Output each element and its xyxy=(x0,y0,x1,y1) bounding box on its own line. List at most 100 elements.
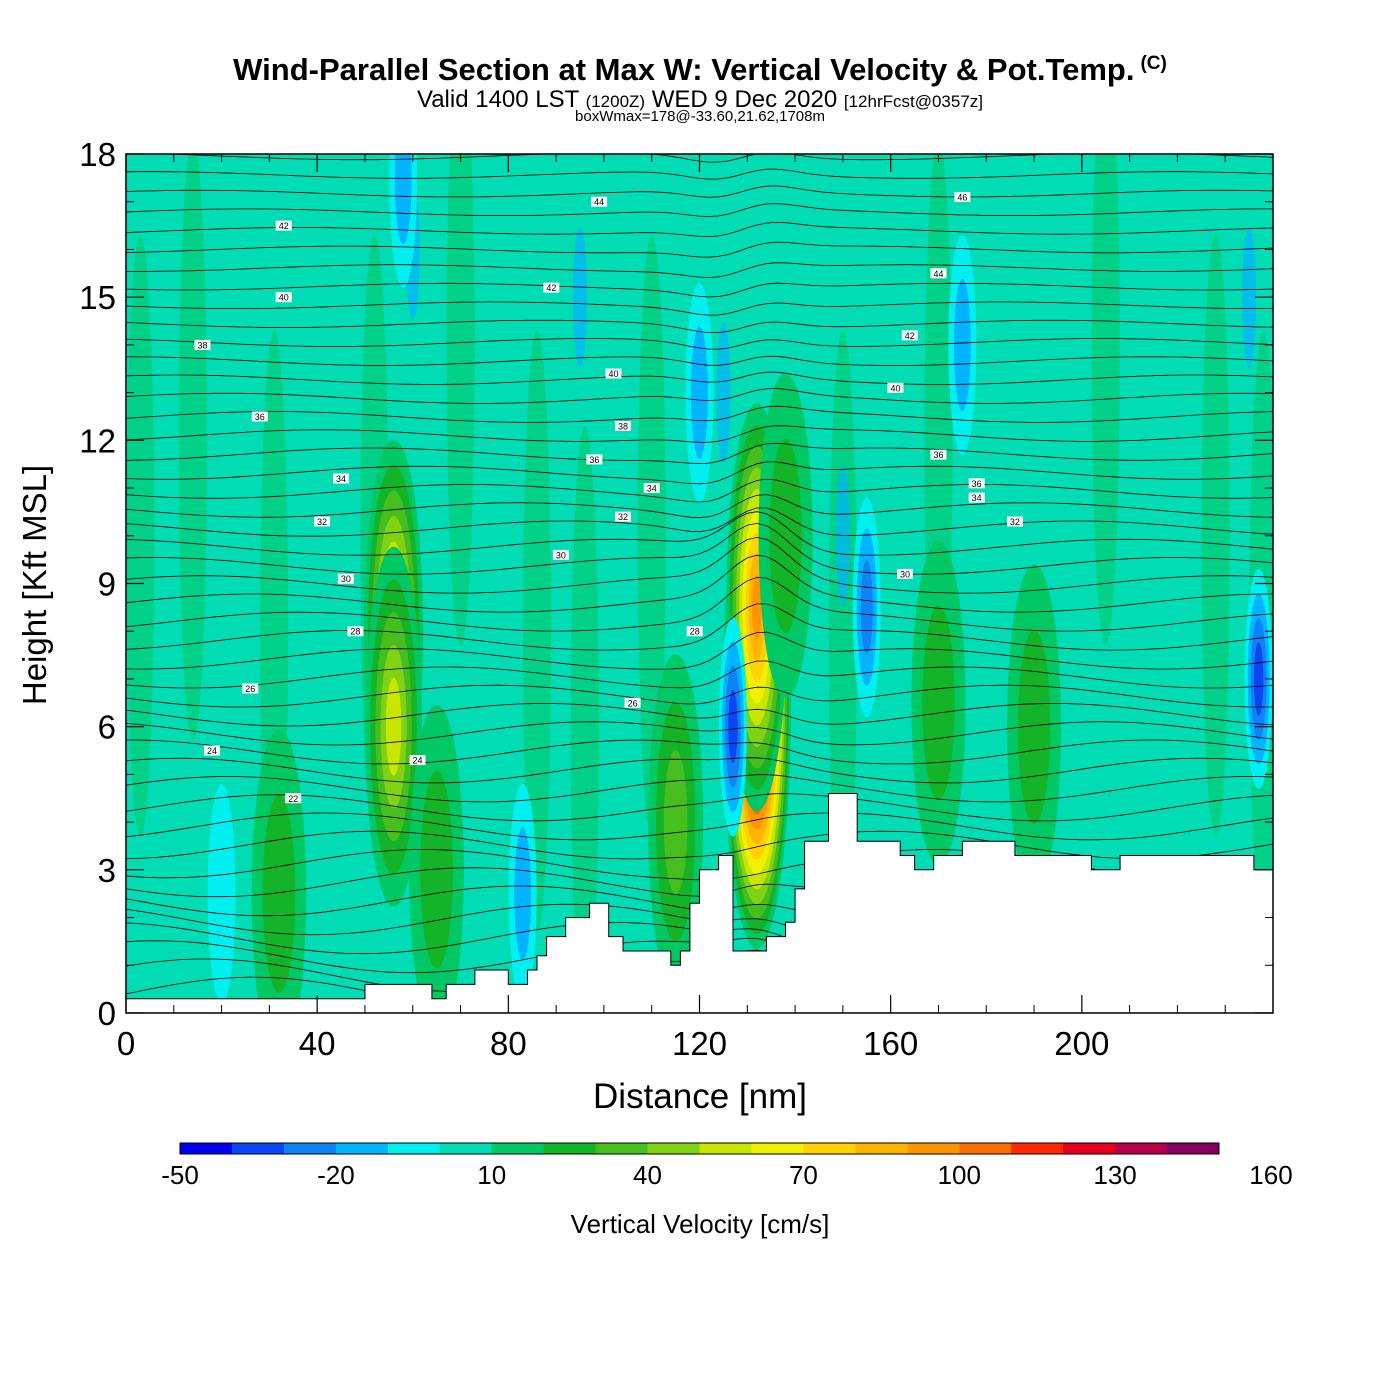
theta-label: 26 xyxy=(242,683,259,694)
downdraft-core xyxy=(691,326,708,459)
y-tick-label: 12 xyxy=(79,422,116,459)
downdraft-core xyxy=(728,690,738,764)
theta-label: 30 xyxy=(337,573,354,584)
isentrope-line xyxy=(126,793,1273,822)
chart-subtitle: Valid 1400 LST (1200Z) WED 9 Dec 2020 [1… xyxy=(0,86,1400,114)
isentrope-line xyxy=(126,511,1273,556)
downdraft-core xyxy=(207,783,236,1004)
downdraft-core xyxy=(860,560,873,655)
theta-label: 32 xyxy=(615,511,632,522)
theta-label: 26 xyxy=(624,697,641,708)
theta-label-text: 44 xyxy=(933,269,943,279)
isentrope-line xyxy=(126,371,1273,385)
colorbar-tick-label: -20 xyxy=(317,1160,355,1190)
theta-label: 38 xyxy=(194,339,211,350)
theta-label-box xyxy=(347,626,364,637)
isentrope-line xyxy=(126,478,1273,503)
theta-label-text: 46 xyxy=(957,192,967,202)
theta-label-box xyxy=(686,626,703,637)
theta-label: 40 xyxy=(275,292,292,303)
theta-label-box xyxy=(901,330,918,341)
isentrope-line xyxy=(126,507,1273,537)
theta-label-box xyxy=(204,745,221,756)
theta-label: 28 xyxy=(347,626,364,637)
isentrope-line xyxy=(126,703,1273,727)
isentrope-line xyxy=(126,425,1273,443)
theta-label: 42 xyxy=(543,282,560,293)
theta-label-text: 30 xyxy=(556,550,566,560)
theta-label-text: 26 xyxy=(628,698,638,708)
downdraft-core xyxy=(953,278,971,411)
isentrope-line xyxy=(126,522,1273,575)
theta-label-text: 42 xyxy=(905,331,915,341)
theta-label: 46 xyxy=(954,191,971,202)
theta-label: 30 xyxy=(897,568,914,579)
theta-label-box xyxy=(552,549,569,560)
isentrope-line xyxy=(126,536,1273,594)
isentrope-line xyxy=(126,301,1273,316)
updraft-core xyxy=(769,438,802,633)
theta-label-text: 44 xyxy=(594,197,604,207)
isentrope-line xyxy=(126,721,1273,746)
updraft-core xyxy=(262,794,296,993)
theta-label: 22 xyxy=(285,793,302,804)
theta-label-box xyxy=(605,368,622,379)
field-band xyxy=(126,235,155,837)
isentrope-line xyxy=(126,603,1273,651)
x-tick-label: 80 xyxy=(490,1025,527,1062)
theta-label-text: 32 xyxy=(317,517,327,527)
theta-label: 44 xyxy=(930,268,947,279)
theta-label-text: 40 xyxy=(890,383,900,393)
theta-label-box xyxy=(1006,516,1023,527)
theta-label-box xyxy=(275,220,292,231)
colorbar-swatch xyxy=(180,1143,233,1154)
theta-label-text: 26 xyxy=(245,684,255,694)
theta-label: 30 xyxy=(552,549,569,560)
theta-label-box xyxy=(968,492,985,503)
colorbar-swatch xyxy=(231,1143,285,1154)
colorbar-swatch xyxy=(1115,1143,1168,1154)
theta-label-box xyxy=(313,516,330,527)
isentrope-line xyxy=(126,774,1273,803)
colorbar-swatch xyxy=(803,1143,856,1154)
theta-label: 38 xyxy=(615,421,632,432)
theta-label: 24 xyxy=(204,745,221,756)
field-band xyxy=(1242,227,1257,368)
theta-label-box xyxy=(591,196,608,207)
theta-label: 36 xyxy=(930,449,947,460)
theta-label-box xyxy=(194,339,211,350)
isentrope-line xyxy=(126,221,1273,238)
colorbar-swatch xyxy=(1011,1143,1064,1154)
theta-label: 34 xyxy=(333,473,350,484)
colorbar-tick-label: 100 xyxy=(938,1160,981,1190)
copyright-mark: (C) xyxy=(1140,52,1167,74)
isentrope-line xyxy=(126,461,1273,485)
y-axis-label: Height [Kft MSL] xyxy=(16,465,53,705)
theta-label: 36 xyxy=(968,478,985,489)
theta-label-box xyxy=(586,454,603,465)
isentrope-line xyxy=(126,338,1273,350)
theta-label-text: 38 xyxy=(197,340,207,350)
theta-label: 42 xyxy=(275,220,292,231)
updraft-core xyxy=(385,677,402,776)
isentrope-line xyxy=(126,241,1273,258)
valid-utc: (1200Z) xyxy=(585,92,646,111)
field-band xyxy=(828,330,857,932)
colorbar-tick-label: 160 xyxy=(1249,1160,1292,1190)
isentrope-line xyxy=(126,185,1273,198)
theta-label-box xyxy=(643,483,660,494)
isentrope-line xyxy=(126,812,1273,841)
theta-label-text: 38 xyxy=(618,422,628,432)
theta-label-box xyxy=(285,793,302,804)
x-tick-label: 200 xyxy=(1054,1025,1109,1062)
colorbar-swatch xyxy=(699,1143,752,1154)
theta-label-text: 42 xyxy=(279,221,289,231)
updraft-core xyxy=(752,575,762,640)
theta-label: 34 xyxy=(968,492,985,503)
terrain-profile xyxy=(126,793,1273,1013)
theta-label-text: 28 xyxy=(690,627,700,637)
isentrope-line xyxy=(126,739,1273,765)
y-tick-label: 15 xyxy=(79,279,116,316)
theta-label: 24 xyxy=(409,755,426,766)
colorbar-tick-label: 70 xyxy=(789,1160,818,1190)
